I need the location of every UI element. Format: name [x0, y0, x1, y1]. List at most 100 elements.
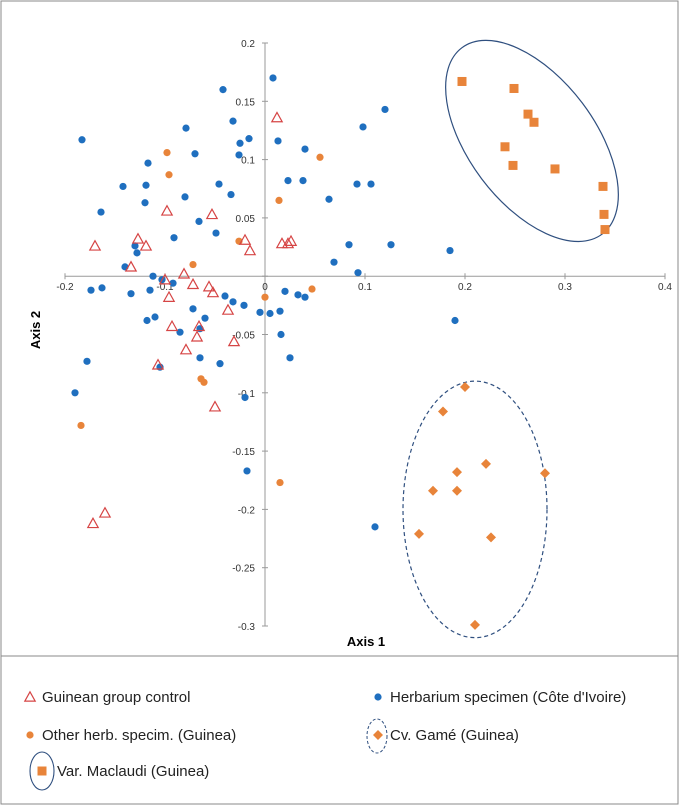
data-point	[451, 316, 459, 325]
data-point	[216, 360, 224, 368]
data-point	[219, 86, 227, 94]
data-point	[281, 237, 295, 249]
legend-marker	[37, 766, 47, 776]
data-point	[139, 239, 153, 251]
y-tick-label: 0.1	[241, 156, 255, 167]
data-point	[236, 139, 244, 147]
data-point	[165, 319, 179, 332]
legend-entry: Herbarium specimen (Côte d'Ivoire)	[374, 689, 626, 706]
data-point	[192, 319, 206, 332]
data-point	[141, 199, 149, 207]
data-point	[452, 485, 462, 496]
legend-entry: Other herb. specim. (Guinea)	[26, 727, 236, 744]
data-point	[269, 74, 277, 82]
data-point	[169, 279, 177, 287]
data-point	[229, 117, 237, 125]
legend-entry: Var. Maclaudi (Guinea)	[29, 751, 209, 791]
series-0	[86, 111, 298, 529]
data-point	[470, 619, 480, 630]
data-point	[181, 193, 189, 201]
y-tick-label: -0.05	[232, 331, 255, 342]
x-tick-label: 0.1	[358, 282, 372, 293]
data-point	[598, 181, 608, 191]
data-point	[241, 393, 249, 402]
data-point	[190, 330, 204, 342]
group-outline-cv-game	[402, 380, 548, 639]
data-point	[481, 458, 491, 469]
group-outline-var-maclaudi	[445, 39, 619, 243]
data-point	[316, 153, 324, 161]
data-point	[142, 181, 150, 189]
data-point	[301, 293, 309, 301]
data-point	[486, 532, 496, 543]
legend-marker	[26, 731, 34, 739]
x-tick-label: -0.1	[156, 282, 174, 293]
data-point	[284, 176, 292, 185]
data-point	[78, 136, 86, 144]
group-outlines	[402, 39, 619, 639]
x-tick-label: 0.4	[658, 282, 672, 293]
legend-outline-solid	[29, 751, 55, 791]
data-point	[261, 293, 269, 301]
data-point	[71, 389, 79, 397]
data-point	[131, 232, 145, 244]
data-point	[235, 151, 243, 159]
legend-label: Other herb. specim. (Guinea)	[42, 727, 236, 744]
data-point	[446, 246, 454, 255]
data-point	[97, 208, 105, 216]
data-point	[144, 159, 152, 167]
data-point	[599, 209, 609, 219]
data-point	[189, 305, 197, 313]
data-point	[500, 142, 510, 152]
data-point	[308, 285, 316, 293]
x-tick-label: 0.3	[558, 282, 572, 293]
data-point	[189, 260, 197, 269]
data-point	[353, 180, 361, 188]
data-point	[243, 244, 257, 256]
data-point	[143, 316, 151, 325]
data-point	[83, 357, 91, 365]
legend-marker	[374, 693, 382, 701]
data-point	[275, 237, 289, 249]
data-point	[176, 328, 184, 336]
series-3	[414, 381, 550, 630]
data-point	[88, 239, 102, 251]
data-point	[240, 301, 248, 309]
data-point	[179, 343, 193, 355]
data-point	[354, 269, 362, 277]
data-point	[165, 171, 173, 179]
data-point	[151, 313, 159, 321]
legend-entry: Cv. Gamé (Guinea)	[366, 718, 519, 754]
data-point	[170, 234, 178, 242]
legend-outline-dashed	[366, 718, 388, 754]
data-points	[71, 74, 610, 630]
data-point	[256, 308, 264, 316]
legend-marker	[373, 730, 383, 740]
y-tick-label: -0.3	[238, 622, 256, 633]
data-point	[330, 258, 338, 266]
data-point	[221, 303, 235, 315]
data-point	[529, 117, 539, 127]
x-axis-title: Axis 1	[347, 634, 385, 649]
data-point	[133, 249, 141, 257]
data-point	[205, 207, 219, 220]
legend-entry: Guinean group control	[23, 689, 190, 706]
y-tick-label: -0.15	[232, 447, 255, 458]
legend-label: Cv. Gamé (Guinea)	[390, 727, 519, 744]
data-point	[452, 467, 462, 478]
data-point	[301, 145, 309, 153]
series-4	[457, 76, 610, 235]
data-point	[196, 354, 204, 362]
data-point	[540, 468, 550, 479]
data-point	[160, 204, 174, 216]
data-point	[414, 528, 424, 539]
data-point	[202, 280, 216, 292]
data-point	[227, 190, 235, 199]
data-point	[276, 478, 284, 487]
legend: Guinean group control Herbarium specimen …	[23, 689, 626, 791]
x-axis-ticks: -0.2 -0.1 0 0.1 0.2 0.3 0.4	[56, 273, 672, 293]
plot-area: -0.2 -0.1 0 0.1 0.2 0.3 0.4 0.2 0.15 0.1 0.05 -0.0…	[56, 39, 672, 639]
data-point	[98, 506, 112, 518]
